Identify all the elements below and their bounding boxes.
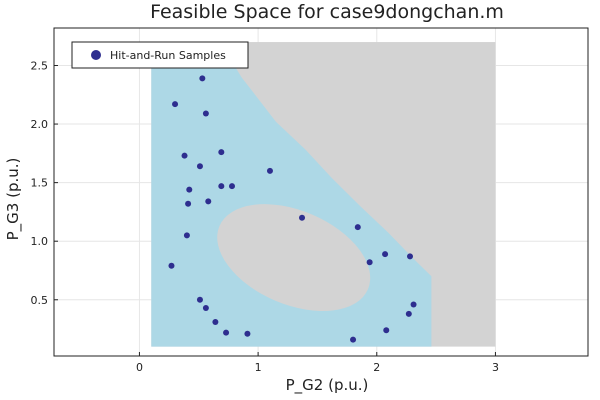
sample-point [244,330,251,337]
chart-title: Feasible Space for case9dongchan.m [150,1,504,23]
sample-point [172,101,179,108]
plot-frame [53,27,589,357]
sample-point [212,319,219,326]
y-tick-label: 2.5 [31,59,49,72]
y-tick-label: 1.0 [31,235,49,248]
sample-point [199,75,206,82]
legend-box [71,41,249,69]
x-tick-label: 1 [255,361,262,374]
x-tick-label: 3 [492,361,499,374]
sample-points [168,75,417,343]
sample-point [196,163,203,170]
sample-point [223,329,230,336]
sample-point [202,110,209,117]
legend: Hit-and-Run Samples [71,41,249,69]
sample-point [354,224,361,231]
x-tick-label: 0 [136,361,143,374]
sample-point [383,327,390,334]
sample-point [181,152,188,159]
y-tick-label: 2.0 [31,118,49,131]
y-axis-label: P_G3 (p.u.) [4,158,23,241]
sample-point [183,232,190,239]
sample-point [218,183,225,190]
sample-point [266,167,273,174]
sample-point [366,259,373,266]
sample-point [410,301,417,308]
sample-point [229,183,235,190]
sample-point [350,336,357,343]
x-tick-label: 2 [373,361,380,374]
feasible-regions [151,42,496,347]
sample-point [299,214,306,221]
legend-marker [91,50,101,60]
sample-point [407,253,413,260]
sample-point [186,186,193,193]
sample-point [185,200,192,207]
sample-point [382,251,389,258]
sample-point [205,198,212,205]
sample-point [168,262,175,269]
sample-point [405,310,412,317]
sample-point [196,296,203,303]
sample-point [202,304,209,311]
sample-point [218,149,225,156]
axis-ticks: 0 1 2 3 0.5 1.0 1.5 2.0 2.5 [31,59,499,374]
infeasible-hole [217,204,371,312]
y-tick-label: 0.5 [31,294,49,307]
x-axis-label: P_G2 (p.u.) [286,376,369,395]
legend-label: Hit-and-Run Samples [110,49,226,62]
y-tick-label: 1.5 [31,177,49,190]
